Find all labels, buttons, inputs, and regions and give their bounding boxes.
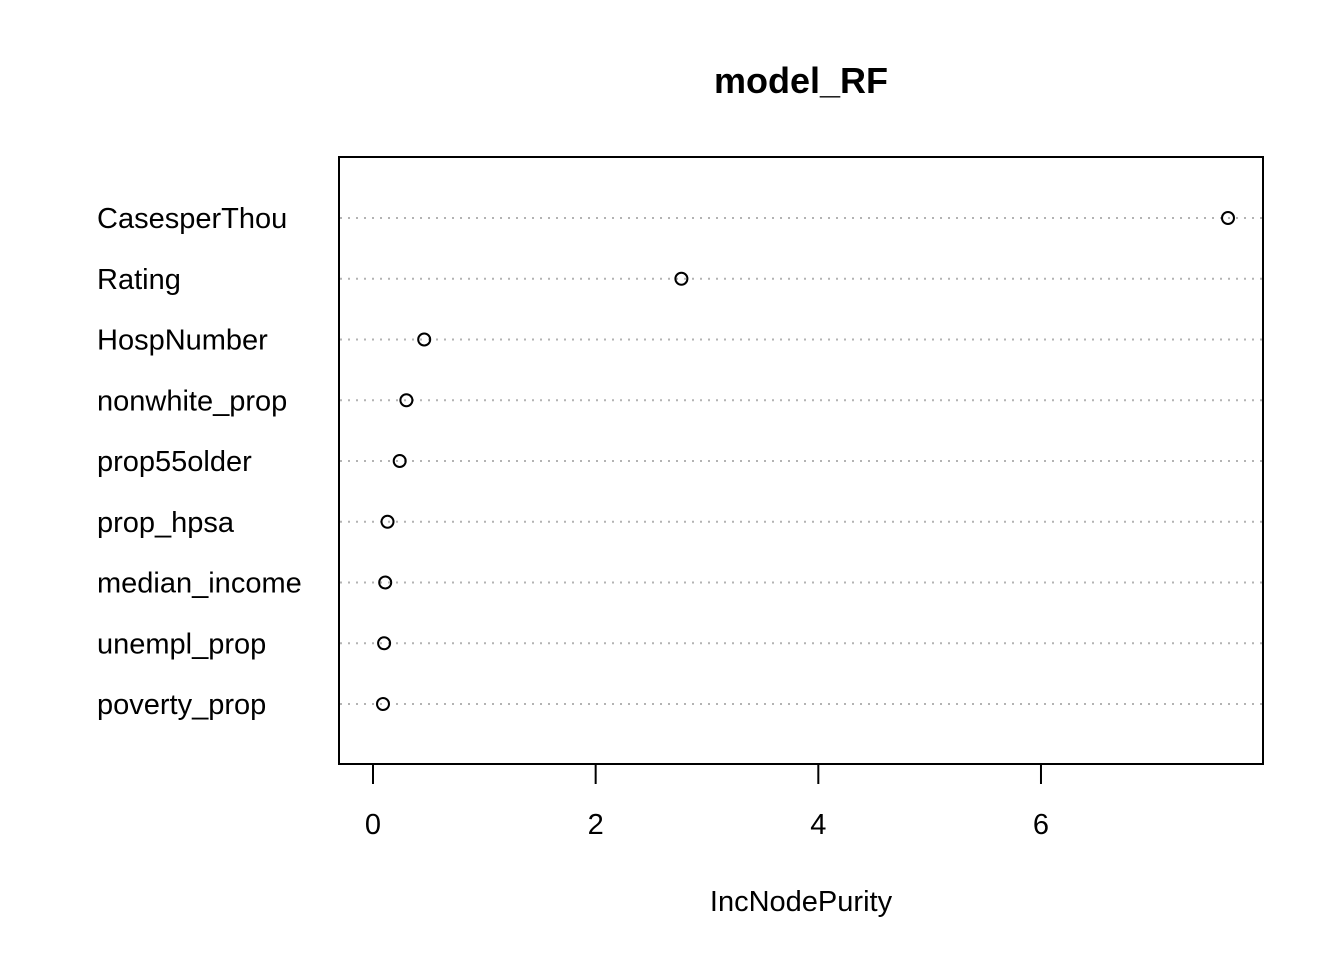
variable-label-poverty-prop: poverty_prop <box>97 689 266 721</box>
x-tick-label-6: 6 <box>1033 809 1049 841</box>
data-point-nonwhite-prop <box>399 393 414 408</box>
data-point-unempl-prop <box>377 636 392 651</box>
variable-labels: CasesperThou Rating HospNumber nonwhite_pro… <box>97 203 302 721</box>
variable-label-prop55older: prop55older <box>97 446 252 478</box>
x-tick-label-4: 4 <box>810 809 826 841</box>
data-point-casesperthou <box>1221 211 1235 225</box>
data-points <box>376 211 1235 711</box>
variable-label-nonwhite-prop: nonwhite_prop <box>97 385 287 417</box>
data-point-median-income <box>378 575 393 590</box>
variable-label-casesperthou: CasesperThou <box>97 203 287 235</box>
x-tick-label-0: 0 <box>365 809 381 841</box>
variable-label-prop-hpsa: prop_hpsa <box>97 507 235 539</box>
variable-label-median-income: median_income <box>97 568 302 600</box>
variable-label-rating: Rating <box>97 264 181 296</box>
data-point-poverty-prop <box>376 697 390 711</box>
x-tick-label-2: 2 <box>588 809 604 841</box>
data-point-hospnumber <box>417 332 432 347</box>
data-point-rating <box>674 271 689 286</box>
data-point-prop55older <box>392 454 407 468</box>
guide-lines <box>340 217 1262 705</box>
variable-label-unempl-prop: unempl_prop <box>97 628 266 660</box>
x-axis: 0 2 4 6 <box>365 763 1049 841</box>
data-point-prop-hpsa <box>380 514 395 529</box>
chart-title: model_RF <box>714 60 888 101</box>
x-axis-label: IncNodePurity <box>710 886 893 918</box>
variable-label-hospnumber: HospNumber <box>97 325 268 357</box>
